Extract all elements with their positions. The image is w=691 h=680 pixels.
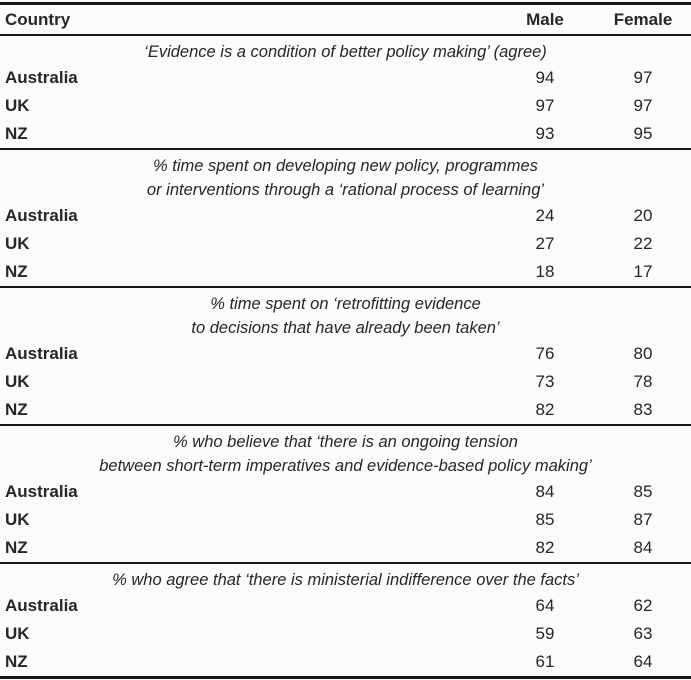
row-female-value: 80 <box>633 344 653 363</box>
section-title: % who believe that ‘there is an ongoing … <box>0 426 691 478</box>
column-header-female: Female <box>613 9 673 29</box>
row-male-value: 94 <box>535 68 555 87</box>
table-row: Australia 84 85 <box>0 478 691 506</box>
table-row: UK 73 78 <box>0 368 691 396</box>
row-country-label: NZ <box>5 124 28 143</box>
row-female-value: 64 <box>633 652 653 671</box>
table-row: UK 27 22 <box>0 230 691 258</box>
row-country-label: UK <box>5 624 30 643</box>
row-country-label: UK <box>5 372 30 391</box>
row-country-label: NZ <box>5 262 28 281</box>
row-country-label: Australia <box>5 596 78 615</box>
row-country-label: NZ <box>5 652 28 671</box>
column-header-male: Male <box>526 9 564 29</box>
row-female-value: 20 <box>633 206 653 225</box>
row-female-value: 97 <box>633 96 653 115</box>
row-male-value: 73 <box>535 372 555 391</box>
section-title: % time spent on developing new policy, p… <box>0 150 691 202</box>
row-female-value: 62 <box>633 596 653 615</box>
table-row: Australia 64 62 <box>0 592 691 620</box>
row-female-value: 83 <box>633 400 653 419</box>
row-female-value: 84 <box>633 538 653 557</box>
row-male-value: 97 <box>535 96 555 115</box>
table-row: UK 85 87 <box>0 506 691 534</box>
table-row: UK 97 97 <box>0 92 691 120</box>
row-female-value: 17 <box>633 262 653 281</box>
section-title-line: % time spent on ‘retrofitting evidence <box>210 295 481 313</box>
section-title-line: % time spent on developing new policy, p… <box>153 157 538 175</box>
row-country-label: UK <box>5 510 30 529</box>
table-row: Australia 24 20 <box>0 202 691 230</box>
section-title-line: % who agree that ‘there is ministerial i… <box>112 571 579 589</box>
section-title-line: ‘Evidence is a condition of better polic… <box>144 43 547 61</box>
section-time-retrofitting: % time spent on ‘retrofitting evidence t… <box>0 286 691 424</box>
table-row: NZ 93 95 <box>0 120 691 148</box>
row-male-value: 82 <box>535 400 555 419</box>
table-row: NZ 82 83 <box>0 396 691 424</box>
section-title-line: to decisions that have already been take… <box>191 319 500 337</box>
row-male-value: 93 <box>535 124 555 143</box>
row-male-value: 84 <box>535 482 555 501</box>
row-male-value: 59 <box>535 624 555 643</box>
section-title: % time spent on ‘retrofitting evidence t… <box>0 288 691 340</box>
row-male-value: 18 <box>535 262 555 281</box>
section-ministerial-indifference: % who agree that ‘there is ministerial i… <box>0 562 691 676</box>
row-country-label: UK <box>5 96 30 115</box>
row-female-value: 85 <box>633 482 653 501</box>
row-country-label: NZ <box>5 538 28 557</box>
section-title-line: between short-term imperatives and evide… <box>99 457 592 475</box>
table-row: NZ 61 64 <box>0 648 691 676</box>
section-ongoing-tension: % who believe that ‘there is an ongoing … <box>0 424 691 562</box>
section-title-line: % who believe that ‘there is an ongoing … <box>173 433 518 451</box>
row-female-value: 95 <box>633 124 653 143</box>
table-header-row: Country Male Female <box>0 5 691 36</box>
row-female-value: 63 <box>633 624 653 643</box>
row-country-label: Australia <box>5 482 78 501</box>
row-female-value: 78 <box>633 372 653 391</box>
row-country-label: Australia <box>5 68 78 87</box>
row-male-value: 82 <box>535 538 555 557</box>
row-country-label: Australia <box>5 344 78 363</box>
column-header-country: Country <box>5 9 71 29</box>
row-female-value: 97 <box>633 68 653 87</box>
row-male-value: 24 <box>535 206 555 225</box>
table-row: Australia 76 80 <box>0 340 691 368</box>
row-female-value: 87 <box>633 510 653 529</box>
section-title-line: or interventions through a ‘rational pro… <box>146 181 545 199</box>
table-row: NZ 18 17 <box>0 258 691 286</box>
section-title: ‘Evidence is a condition of better polic… <box>0 36 691 64</box>
section-time-new-policy: % time spent on developing new policy, p… <box>0 148 691 286</box>
table-row: Australia 94 97 <box>0 64 691 92</box>
row-country-label: UK <box>5 234 30 253</box>
row-male-value: 61 <box>535 652 555 671</box>
row-country-label: Australia <box>5 206 78 225</box>
row-female-value: 22 <box>633 234 653 253</box>
row-male-value: 85 <box>535 510 555 529</box>
row-male-value: 27 <box>535 234 555 253</box>
section-title: % who agree that ‘there is ministerial i… <box>0 564 691 592</box>
row-male-value: 64 <box>535 596 555 615</box>
section-evidence-condition: ‘Evidence is a condition of better polic… <box>0 36 691 148</box>
table-row: NZ 82 84 <box>0 534 691 562</box>
row-country-label: NZ <box>5 400 28 419</box>
row-male-value: 76 <box>535 344 555 363</box>
table-row: UK 59 63 <box>0 620 691 648</box>
